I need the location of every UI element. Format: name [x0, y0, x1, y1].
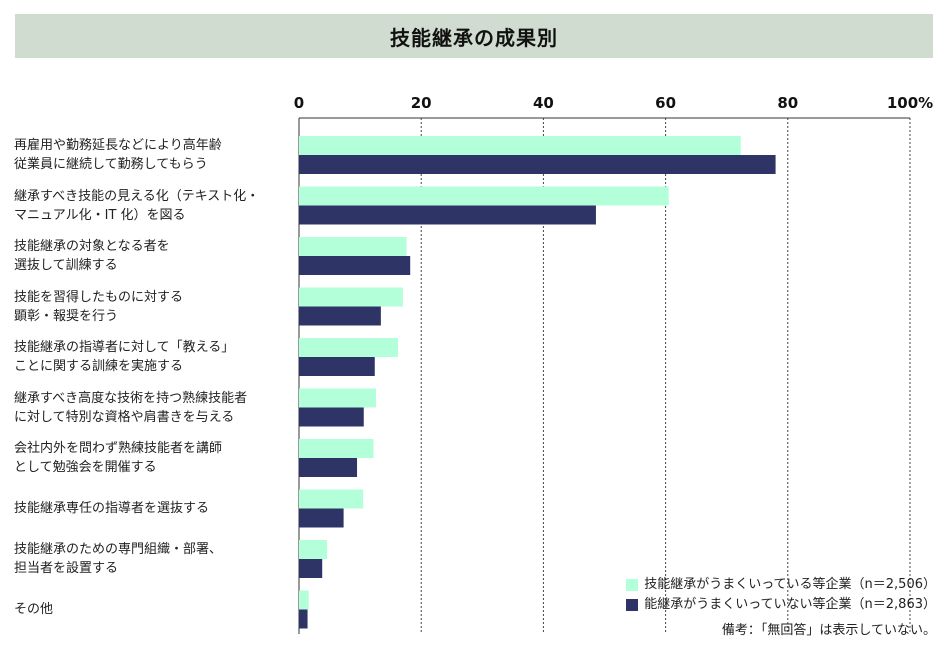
bar-1-3 [299, 237, 407, 256]
bar-1-7 [299, 439, 374, 458]
bar-1-4 [299, 287, 403, 307]
category-label-8: 技能継承専任の指導者を選抜する [14, 501, 210, 516]
legend-swatch-2 [626, 599, 639, 611]
bar-2-9 [299, 559, 323, 578]
category-label-10: その他 [14, 602, 54, 617]
bar-2-1 [299, 155, 776, 174]
category-label-7: 会社内外を問わず熟練技能者を講師 として勉強会を開催する [14, 441, 223, 475]
category-label-9: 技能継承のための専門組織・部署、 担当者を設置する [14, 542, 223, 576]
tick-label-20: 20 [411, 94, 432, 112]
category-label-1: 再雇用や勤務延長などにより高年齢 従業員に継続して勤務してもらう [14, 138, 222, 172]
tick-label-80: 80 [777, 94, 798, 112]
tick-label-100: 100% [887, 94, 933, 112]
tick-label-40: 40 [533, 94, 554, 112]
bar-1-8 [299, 489, 364, 509]
category-label-2: 継承すべき技能の見える化（テキスト化・ マニュアル化・IT 化）を図る [14, 188, 260, 223]
bar-1-5 [299, 338, 398, 357]
bar-1-9 [299, 540, 328, 559]
footnote: 備考：「無回答」は表示していない。 [721, 623, 936, 638]
legend-entry-2: 能継承がうまくいっていない等企業（n＝2,863） [626, 595, 936, 615]
bar-2-2 [299, 205, 596, 225]
bar-2-3 [299, 256, 411, 275]
bar-2-7 [299, 458, 358, 477]
bar-1-2 [299, 186, 669, 206]
legend: 技能継承がうまくいっている等企業（n＝2,506） 能継承がうまくいっていない等… [626, 575, 936, 615]
title-band: 技能継承の成果別 [15, 14, 933, 58]
bar-2-4 [299, 306, 381, 326]
bar-1-1 [299, 136, 741, 155]
category-label-3: 技能継承の対象となる者を 選抜して訓練する [14, 239, 170, 273]
legend-entry-1: 技能継承がうまくいっている等企業（n＝2,506） [626, 575, 936, 595]
bar-1-6 [299, 388, 376, 408]
chart-title: 技能継承の成果別 [390, 25, 558, 50]
legend-label-1: 技能継承がうまくいっている等企業（n＝2,506） [644, 577, 936, 592]
bar-1-10 [299, 590, 309, 610]
bar-2-5 [299, 357, 375, 376]
category-label-6: 継承すべき高度な技術を持つ熟練技能者 に対して特別な資格や肩書きを与える [14, 390, 248, 425]
bar-2-10 [299, 609, 308, 629]
bar-2-8 [299, 508, 344, 528]
category-label-5: 技能継承の指導者に対して「教える」 ことに関する訓練を実施する [14, 340, 235, 374]
tick-label-0: 0 [294, 94, 304, 112]
legend-label-2: 能継承がうまくいっていない等企業（n＝2,863） [644, 597, 936, 612]
bar-2-6 [299, 407, 364, 427]
category-label-4: 技能を習得したものに対する 顕彰・報奨を行う [14, 289, 184, 324]
tick-label-60: 60 [655, 94, 676, 112]
legend-swatch-1 [626, 579, 639, 591]
